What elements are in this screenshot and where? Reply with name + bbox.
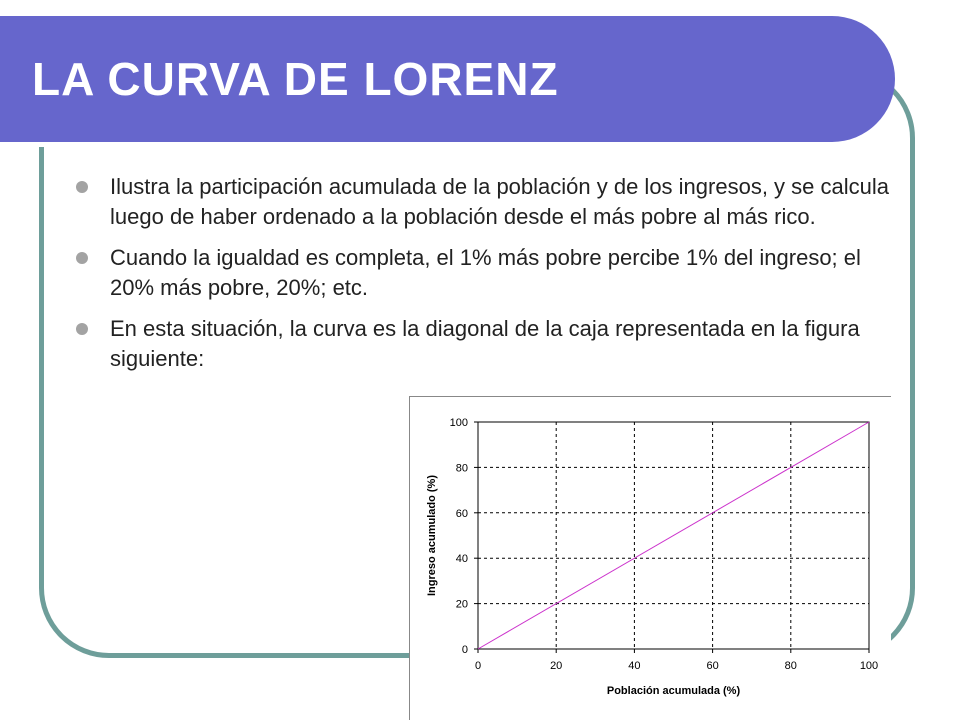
x-axis-label: Población acumulada (%) xyxy=(607,685,741,697)
title-bar: LA CURVA DE LORENZ xyxy=(0,16,895,147)
x-tick-label: 0 xyxy=(475,660,481,672)
y-tick-label: 60 xyxy=(456,508,468,520)
y-tick-label: 40 xyxy=(456,553,468,565)
chart-svg: 0 20 40 60 80 100 0 20 40 60 80 100 Población acumul… xyxy=(426,417,878,697)
series-line xyxy=(477,421,870,650)
bullet-icon xyxy=(76,181,88,193)
bullet-icon xyxy=(76,323,88,335)
bullet-item: Cuando la igualdad es completa, el 1% má… xyxy=(66,243,896,303)
bullet-text: Ilustra la participación acumulada de la… xyxy=(110,174,889,229)
bullet-icon xyxy=(76,252,88,264)
x-tick-label: 40 xyxy=(628,660,640,672)
bullet-item: Ilustra la participación acumulada de la… xyxy=(66,172,896,232)
y-tick-label: 0 xyxy=(462,644,468,656)
x-tick-label: 80 xyxy=(785,660,797,672)
slide-title: LA CURVA DE LORENZ xyxy=(32,53,559,105)
y-axis-label: Ingreso acumulado (%) xyxy=(426,475,438,596)
y-tick-label: 80 xyxy=(456,462,468,474)
x-tick-label: 20 xyxy=(550,660,562,672)
title-underline xyxy=(0,142,848,147)
bullet-text: Cuando la igualdad es completa, el 1% má… xyxy=(110,245,861,300)
lorenz-chart: 0 20 40 60 80 100 0 20 40 60 80 100 Población acumul… xyxy=(409,396,891,720)
x-tick-label: 100 xyxy=(860,660,878,672)
y-tick-label: 100 xyxy=(450,417,468,429)
plot-area xyxy=(477,421,870,650)
bullet-text: En esta situación, la curva es la diagon… xyxy=(110,316,860,371)
x-tick-label: 60 xyxy=(706,660,718,672)
bullet-list: Ilustra la participación acumulada de la… xyxy=(66,172,896,385)
bullet-item: En esta situación, la curva es la diagon… xyxy=(66,314,896,374)
y-tick-label: 20 xyxy=(456,599,468,611)
